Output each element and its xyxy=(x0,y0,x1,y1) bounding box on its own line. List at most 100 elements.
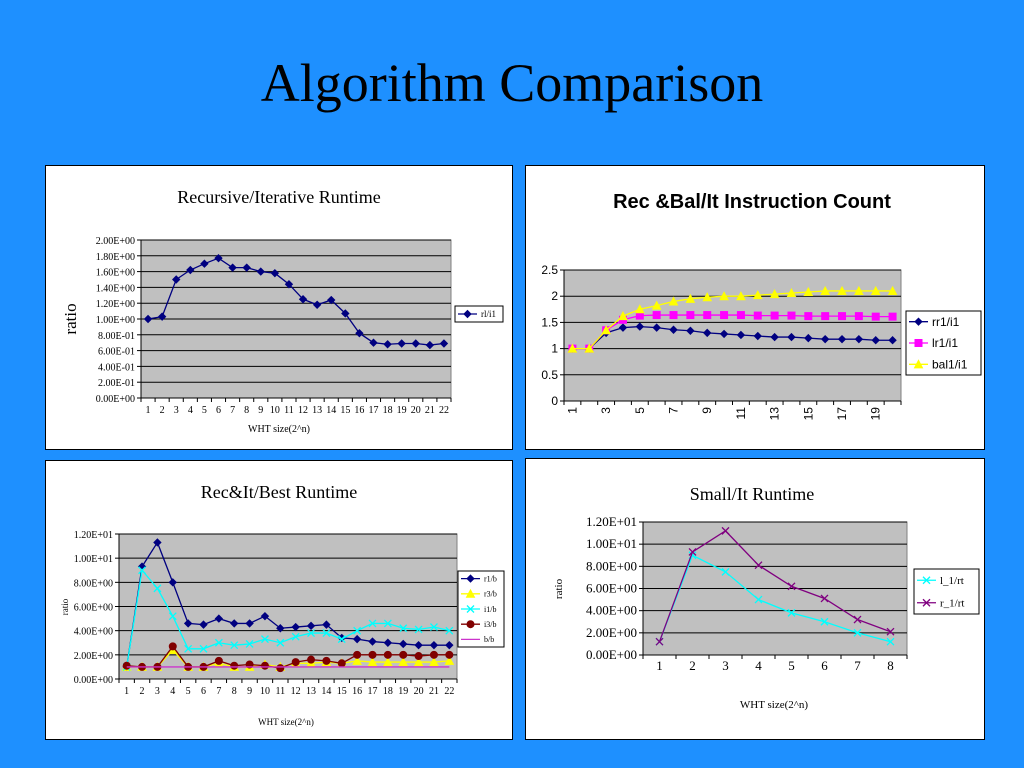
x-tick-label: 15 xyxy=(801,407,815,421)
x-tick-label: 20 xyxy=(414,686,424,697)
series-line xyxy=(126,568,450,668)
data-point xyxy=(871,312,880,321)
x-tick-label: 17 xyxy=(369,405,379,416)
y-axis-label: ratio xyxy=(553,578,565,599)
data-point xyxy=(871,336,880,345)
data-point xyxy=(122,661,131,670)
x-tick-label: 2 xyxy=(140,686,145,697)
data-point xyxy=(429,623,438,632)
chart-panel-recursive-iterative: Recursive/Iterative Runtime 0.00E+00 2.00E… xyxy=(45,165,513,450)
y-tick-label: 1.80E+00 xyxy=(96,252,135,263)
x-tick-label: 15 xyxy=(340,405,350,416)
data-point xyxy=(753,311,762,320)
x-tick-label: 9 xyxy=(700,407,714,414)
data-point xyxy=(886,637,895,646)
data-point xyxy=(368,637,377,646)
data-point xyxy=(322,620,331,629)
y-tick-label: 1.00E+01 xyxy=(74,554,113,565)
data-point xyxy=(183,619,193,628)
x-tick-label: 7 xyxy=(216,686,221,697)
data-point xyxy=(820,594,829,603)
x-tick-label: 5 xyxy=(186,686,191,697)
data-point xyxy=(276,638,285,647)
x-tick-label: 7 xyxy=(854,658,861,673)
x-tick-label: 12 xyxy=(298,405,308,416)
chart-panel-small-it: Small/It Runtime 0.00E+00 2.00E+00 4.00E+00… xyxy=(525,458,985,740)
legend-marker xyxy=(922,598,931,607)
y-tick-label: 0.00E+00 xyxy=(74,675,113,686)
data-point xyxy=(837,334,847,344)
plot-area xyxy=(563,269,902,402)
legend-box xyxy=(454,305,504,323)
data-point xyxy=(214,656,223,665)
data-point xyxy=(230,619,239,628)
y-tick-label: 2.5 xyxy=(541,263,558,277)
y-tick-label: 0.00E+00 xyxy=(586,647,637,662)
x-tick-label: 9 xyxy=(258,405,263,416)
chart-title: Rec &Bal/It Instruction Count xyxy=(613,191,891,213)
data-point xyxy=(367,657,378,667)
x-tick-label: 19 xyxy=(398,686,408,697)
x-tick-label: 2 xyxy=(160,405,165,416)
data-point xyxy=(754,561,763,570)
y-tick-label: 4.00E+00 xyxy=(586,603,637,618)
y-tick-label: 1.20E+00 xyxy=(96,299,135,310)
x-tick-label: 3 xyxy=(599,407,613,414)
y-tick-label: 1.00E+01 xyxy=(586,536,637,551)
data-point xyxy=(355,329,364,338)
data-point xyxy=(368,619,377,628)
x-tick-label: 5 xyxy=(202,405,207,416)
data-point xyxy=(383,340,392,349)
x-tick-label: 12 xyxy=(291,686,301,697)
data-point xyxy=(618,311,628,321)
data-point xyxy=(651,300,662,310)
data-point xyxy=(668,296,679,306)
data-point xyxy=(787,582,796,591)
legend-label: l_1/rt xyxy=(940,575,964,587)
data-point xyxy=(307,655,316,664)
data-point xyxy=(138,566,147,575)
data-point xyxy=(199,620,208,629)
legend-marker xyxy=(466,605,475,613)
data-point xyxy=(228,263,237,272)
data-point xyxy=(804,312,813,321)
data-point xyxy=(353,650,362,659)
x-tick-label: 18 xyxy=(383,686,393,697)
data-point xyxy=(652,323,661,332)
series-line xyxy=(147,257,445,346)
data-point xyxy=(153,584,162,593)
y-tick-label: 1.60E+00 xyxy=(96,268,135,279)
data-point xyxy=(411,339,420,348)
y-tick-label: 1.20E+01 xyxy=(586,514,637,529)
data-point xyxy=(601,325,611,335)
legend-box xyxy=(913,568,980,615)
data-point xyxy=(260,661,269,670)
data-point xyxy=(703,328,712,338)
x-tick-label: 18 xyxy=(383,405,393,416)
data-point xyxy=(291,622,300,632)
y-tick-label: 2.00E+00 xyxy=(74,651,113,662)
data-point xyxy=(804,333,813,343)
data-point xyxy=(686,326,695,335)
data-point xyxy=(383,650,392,659)
data-point xyxy=(245,660,254,669)
data-point xyxy=(341,309,350,318)
data-point xyxy=(337,659,346,668)
x-axis-label: WHT size(2^n) xyxy=(258,717,314,727)
x-tick-label: 3 xyxy=(174,405,179,416)
y-tick-label: 4.00E+00 xyxy=(74,627,113,638)
data-point xyxy=(854,334,864,344)
x-tick-label: 3 xyxy=(722,658,729,673)
chart-title: Recursive/Iterative Runtime xyxy=(177,187,380,207)
data-point xyxy=(284,280,294,289)
y-tick-label: 6.00E+00 xyxy=(586,581,637,596)
y-tick-label: 2.00E+00 xyxy=(96,236,135,247)
x-tick-label: 13 xyxy=(768,407,782,421)
data-point xyxy=(168,578,177,587)
series-line xyxy=(572,290,893,350)
x-tick-label: 10 xyxy=(260,686,270,697)
data-point xyxy=(186,265,195,275)
data-point xyxy=(199,644,208,653)
data-point xyxy=(368,650,377,659)
data-point xyxy=(307,629,316,638)
